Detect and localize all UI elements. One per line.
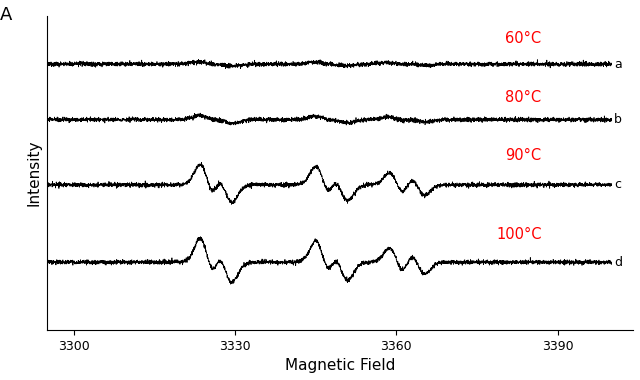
Text: b: b <box>614 113 622 126</box>
Text: 90°C: 90°C <box>506 148 541 163</box>
X-axis label: Magnetic Field: Magnetic Field <box>285 358 395 373</box>
Text: A: A <box>0 6 12 24</box>
Text: a: a <box>614 57 622 71</box>
Text: 60°C: 60°C <box>506 31 541 46</box>
Text: 100°C: 100°C <box>496 227 541 242</box>
Y-axis label: Intensity: Intensity <box>26 139 41 206</box>
Text: c: c <box>614 178 621 191</box>
Text: 80°C: 80°C <box>506 90 541 105</box>
Text: d: d <box>614 256 622 269</box>
